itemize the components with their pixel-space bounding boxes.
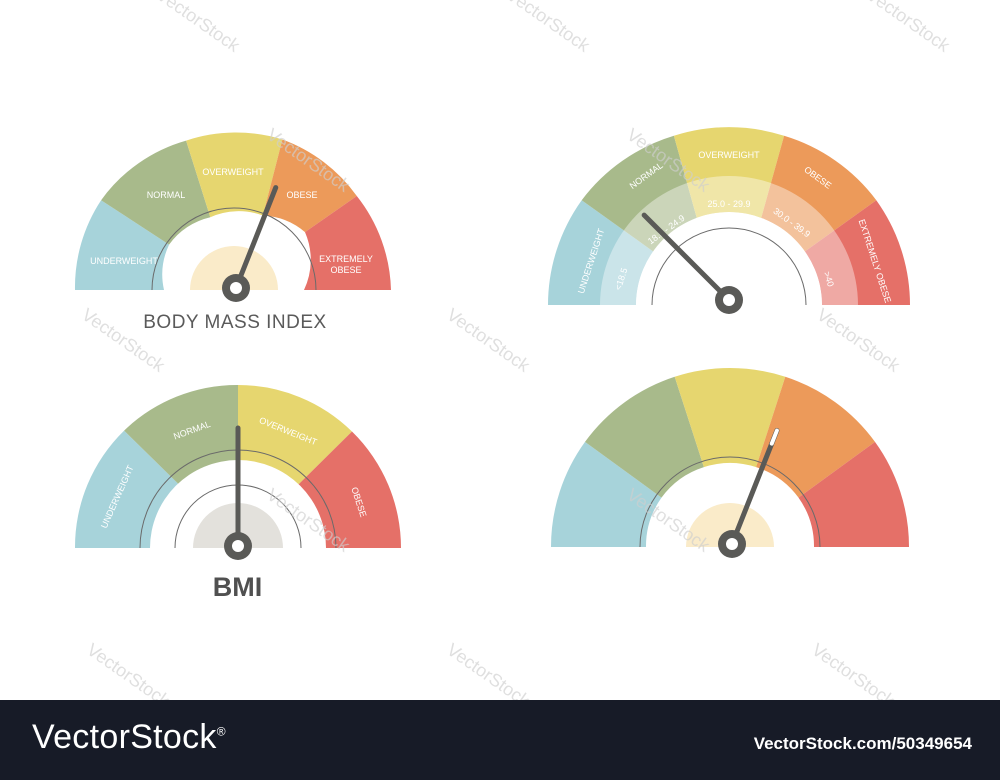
brand-name: VectorStock bbox=[32, 718, 217, 756]
registered-mark: ® bbox=[216, 724, 226, 739]
label-obese-2: OBESE bbox=[330, 265, 361, 275]
segment-extremely-obese bbox=[304, 196, 391, 290]
needle bbox=[224, 425, 252, 560]
segment-underweight bbox=[548, 200, 654, 305]
needle bbox=[641, 212, 743, 314]
center-fill bbox=[190, 246, 278, 290]
segment-normal bbox=[581, 135, 698, 252]
gauge-plain bbox=[551, 368, 910, 558]
label-overweight: OVERWEIGHT bbox=[698, 150, 760, 160]
caption-bmi: BMI bbox=[212, 572, 263, 602]
gauges-canvas: UNDERWEIGHT NORMAL OVERWEIGHT OBESE EXTR… bbox=[74, 127, 910, 560]
segment-normal bbox=[585, 376, 704, 498]
label-overweight: OVERWEIGHT bbox=[202, 167, 264, 177]
range-extremely-obese: >40 bbox=[822, 270, 836, 288]
needle-hub-center bbox=[723, 294, 735, 306]
needle-hub-center bbox=[726, 538, 738, 550]
inner-band bbox=[600, 176, 858, 305]
inner-ring bbox=[651, 227, 807, 306]
inner-ring bbox=[639, 456, 821, 548]
segment-extremely-obese bbox=[798, 441, 910, 547]
segment-obese bbox=[760, 135, 877, 252]
needle-pointer bbox=[641, 212, 732, 303]
label-extremely: EXTREMELY bbox=[319, 254, 373, 264]
segment-extremely-obese bbox=[804, 200, 910, 305]
segment-underweight bbox=[551, 441, 662, 547]
gauge-bmi: UNDERWEIGHT NORMAL OVERWEIGHT OBESE bbox=[74, 384, 401, 560]
needle bbox=[718, 428, 780, 558]
segment-normal bbox=[101, 140, 211, 245]
inner-white bbox=[636, 212, 822, 305]
segment-overweight bbox=[674, 368, 786, 468]
caption-body-mass-index: BODY MASS INDEX bbox=[143, 312, 327, 333]
label-normal: NORMAL bbox=[147, 190, 186, 200]
needle-pointer bbox=[233, 185, 279, 291]
image-id: VectorStock.com/50349654 bbox=[753, 734, 972, 753]
range-overweight: 25.0 - 29.9 bbox=[707, 199, 750, 209]
needle-tip bbox=[769, 428, 779, 446]
needle-hub-center bbox=[230, 282, 242, 294]
gauge-body-mass-index: UNDERWEIGHT NORMAL OVERWEIGHT OBESE EXTR… bbox=[74, 132, 391, 302]
center-fill bbox=[686, 503, 774, 547]
vectorstock-logo: VectorStock® bbox=[32, 718, 226, 757]
segment-underweight bbox=[74, 200, 170, 290]
needle-hub-center bbox=[232, 540, 244, 552]
label-underweight: UNDERWEIGHT bbox=[90, 256, 158, 266]
inner-ring bbox=[151, 207, 317, 291]
gauge-bmi-ranges: UNDERWEIGHT NORMAL OVERWEIGHT OBESE EXTR… bbox=[548, 127, 910, 314]
segment-obese bbox=[262, 139, 357, 233]
segment-overweight bbox=[186, 132, 283, 218]
segment-obese bbox=[756, 376, 875, 498]
footer-bar: VectorStock® VectorStock.com/50349654 bbox=[0, 700, 1000, 780]
label-obese: OBESE bbox=[286, 190, 317, 200]
needle bbox=[222, 185, 279, 302]
segment-overweight bbox=[673, 127, 785, 222]
needle-pointer bbox=[729, 428, 780, 547]
